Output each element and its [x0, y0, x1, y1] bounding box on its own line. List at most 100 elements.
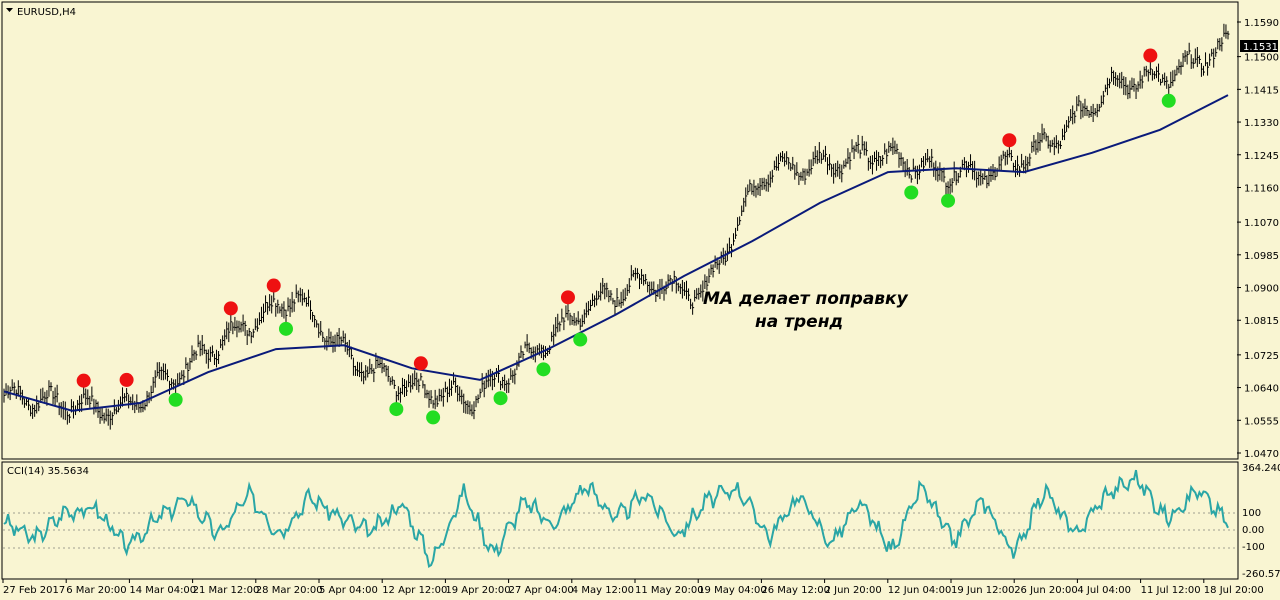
- price-bar: [916, 165, 919, 185]
- price-bar: [344, 333, 347, 352]
- price-bar: [189, 357, 192, 370]
- price-bar: [902, 157, 905, 172]
- price-bar: [857, 134, 860, 154]
- price-bar: [236, 320, 239, 338]
- price-bar: [577, 311, 580, 325]
- cci-tick-label: -260.575: [1242, 569, 1280, 580]
- price-bar: [299, 287, 302, 303]
- price-bar: [1008, 145, 1011, 158]
- price-bar: [753, 179, 756, 197]
- symbol-dropdown-icon[interactable]: [6, 8, 13, 12]
- price-bar: [336, 332, 339, 346]
- price-bar: [1115, 72, 1118, 87]
- price-tick-label: 1.1590: [1244, 18, 1279, 29]
- price-bar: [1168, 83, 1171, 96]
- price-bar: [453, 372, 456, 385]
- price-bar: [816, 150, 819, 165]
- price-bar: [1059, 140, 1062, 149]
- price-bar: [704, 274, 707, 289]
- price-bar: [267, 302, 270, 315]
- price-bar: [320, 320, 323, 336]
- price-bar: [747, 184, 750, 195]
- price-bar: [692, 302, 695, 315]
- price-bar: [649, 281, 652, 297]
- price-bar: [718, 259, 721, 274]
- price-bar: [1135, 84, 1138, 100]
- price-bar: [371, 363, 374, 374]
- price-bar: [99, 408, 102, 424]
- price-bar: [587, 301, 590, 316]
- price-bar: [737, 217, 740, 231]
- price-bar: [1021, 153, 1024, 168]
- price-bar: [1213, 48, 1216, 68]
- price-bar: [972, 161, 975, 180]
- price-bar: [169, 380, 172, 395]
- price-bar: [1086, 105, 1089, 117]
- price-bar: [469, 401, 472, 415]
- price-bar: [906, 158, 909, 176]
- price-bar: [914, 165, 917, 179]
- buy-signal-marker: [1161, 93, 1176, 108]
- price-bar: [444, 381, 447, 393]
- price-bar: [616, 287, 619, 307]
- price-bar: [690, 298, 693, 310]
- price-bar: [767, 174, 770, 192]
- price-bar: [1186, 51, 1189, 65]
- price-bar: [418, 378, 421, 393]
- price-bar: [357, 361, 360, 377]
- price-bar: [291, 291, 294, 313]
- price-bar: [869, 155, 872, 169]
- price-bar: [1155, 66, 1158, 79]
- price-bar: [833, 163, 836, 184]
- price-bar: [618, 299, 621, 307]
- price-tick-label: 1.0985: [1244, 251, 1279, 262]
- price-bar: [283, 301, 286, 319]
- price-bar: [837, 160, 840, 177]
- price-bar: [645, 273, 648, 285]
- price-bar: [481, 373, 484, 392]
- price-bar: [1221, 37, 1224, 52]
- price-bar: [432, 399, 435, 409]
- price-bar: [1000, 154, 1003, 171]
- price-bar: [683, 282, 686, 296]
- price-bar: [201, 335, 204, 356]
- price-bar: [307, 289, 310, 307]
- price-bar: [604, 283, 607, 300]
- price-bar: [1217, 38, 1220, 50]
- price-bar: [479, 388, 482, 398]
- price-bar: [579, 318, 582, 331]
- price-bar: [379, 358, 382, 368]
- price-bar: [829, 154, 832, 171]
- time-tick-label: 19 Jun 12:00: [951, 585, 1015, 596]
- time-tick-label: 12 Jun 04:00: [888, 585, 952, 596]
- price-bar: [612, 297, 615, 305]
- price-bar: [1113, 70, 1116, 85]
- price-bar: [1072, 105, 1075, 125]
- price-bar: [994, 167, 997, 181]
- price-bar: [397, 386, 400, 401]
- price-bar: [888, 141, 891, 153]
- price-bar: [786, 151, 789, 165]
- price-bar: [13, 382, 16, 395]
- price-bar: [763, 177, 766, 190]
- price-bar: [23, 398, 26, 408]
- price-bar: [739, 216, 742, 225]
- price-bar: [328, 328, 331, 346]
- price-bar: [301, 289, 304, 306]
- price-bar: [806, 168, 809, 176]
- price-tick-label: 1.1415: [1244, 85, 1279, 96]
- sell-signal-marker: [223, 301, 238, 316]
- price-bar: [626, 284, 629, 296]
- buy-signal-marker: [941, 193, 956, 208]
- price-bar: [1225, 24, 1228, 39]
- price-bar: [510, 368, 513, 380]
- time-tick-label: 21 Mar 12:00: [193, 585, 260, 596]
- price-bar: [162, 363, 165, 381]
- price-bar: [250, 331, 253, 344]
- price-bar: [1119, 72, 1122, 89]
- price-bar: [1049, 140, 1052, 153]
- price-bar: [213, 353, 216, 365]
- price-bar: [238, 320, 241, 333]
- price-bar: [258, 312, 261, 326]
